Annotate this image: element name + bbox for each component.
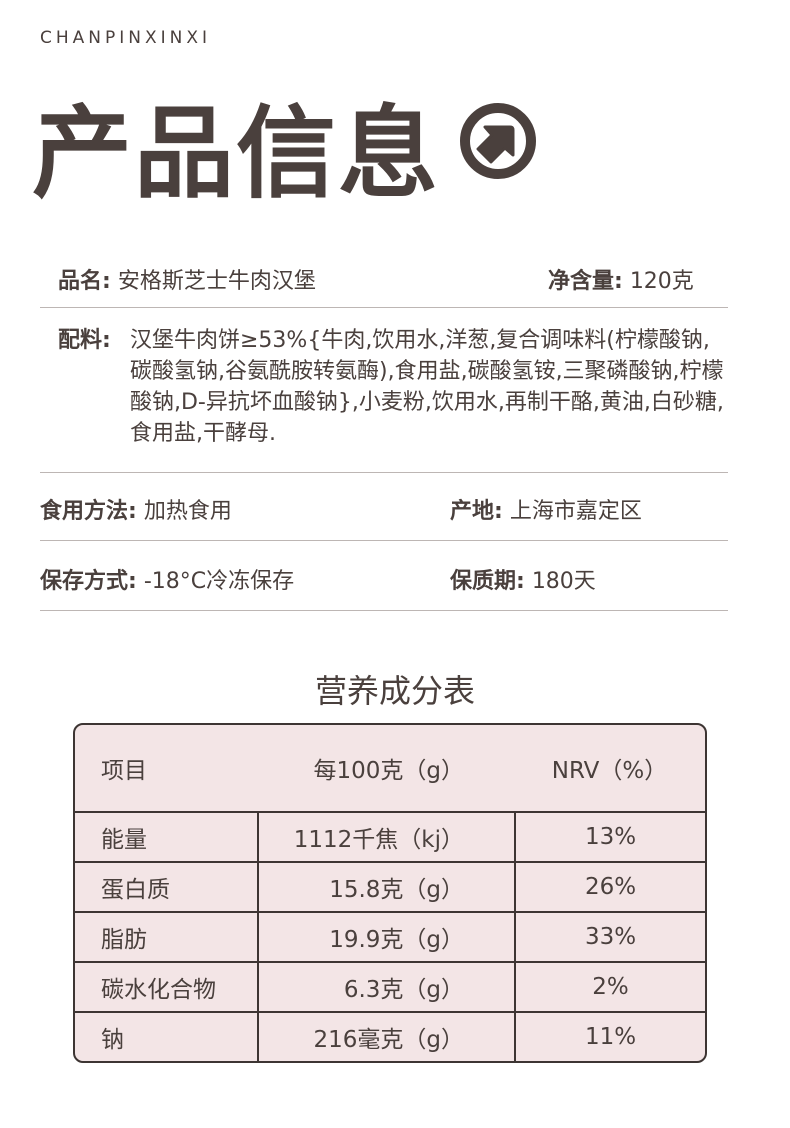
nutrient-amount: 216毫克（g）: [257, 1011, 514, 1061]
arrow-up-right-circle-icon: [460, 103, 536, 179]
nutrient-nrv: 26%: [514, 861, 705, 911]
divider: [40, 540, 728, 541]
page-title: 产品信息: [32, 95, 440, 212]
nutrient-nrv: 2%: [514, 961, 705, 1011]
nutrient-name: 脂肪: [75, 911, 257, 961]
nutrient-name: 钠: [75, 1011, 257, 1061]
nutrient-amount: 6.3克（g）: [257, 961, 514, 1011]
net-content: 净含量: 120克: [548, 269, 694, 294]
storage: 保存方式: -18°C冷冻保存: [40, 569, 295, 594]
table-row: 脂肪 19.9克（g） 33%: [75, 911, 705, 961]
nutrient-name: 能量: [75, 811, 257, 861]
divider: [40, 472, 728, 473]
table-row: 蛋白质 15.8克（g） 26%: [75, 861, 705, 911]
nutrient-amount: 15.8克（g）: [257, 861, 514, 911]
origin: 产地: 上海市嘉定区: [450, 499, 642, 524]
nutrient-amount: 19.9克（g）: [257, 911, 514, 961]
usage: 食用方法: 加热食用: [40, 499, 232, 524]
nutrient-name: 碳水化合物: [75, 961, 257, 1011]
nutrient-nrv: 11%: [514, 1011, 705, 1061]
nutrient-nrv: 13%: [514, 811, 705, 861]
divider: [40, 610, 728, 611]
table-row: 碳水化合物 6.3克（g） 2%: [75, 961, 705, 1011]
table-header: 项目 每100克（g） NRV（%）: [75, 725, 705, 811]
header-item: 项目: [101, 758, 147, 784]
product-name: 品名: 安格斯芝士牛肉汉堡: [58, 269, 316, 294]
nutrition-table: 项目 每100克（g） NRV（%） 能量 1112千焦（kj） 13% 蛋白质 15.…: [73, 723, 707, 1063]
subtitle: CHANPINXINXI: [40, 28, 212, 48]
table-row: 钠 216毫克（g） 11%: [75, 1011, 705, 1061]
nutrient-amount: 1112千焦（kj）: [257, 811, 514, 861]
nutrition-title: 营养成分表: [314, 672, 475, 710]
nutrient-nrv: 33%: [514, 911, 705, 961]
header-per100g: 每100克（g）: [313, 758, 465, 784]
shelf-life: 保质期: 180天: [450, 569, 596, 594]
table-row: 能量 1112千焦（kj） 13%: [75, 811, 705, 861]
divider: [40, 307, 728, 308]
nutrient-name: 蛋白质: [75, 861, 257, 911]
header-nrv: NRV（%）: [551, 758, 668, 784]
